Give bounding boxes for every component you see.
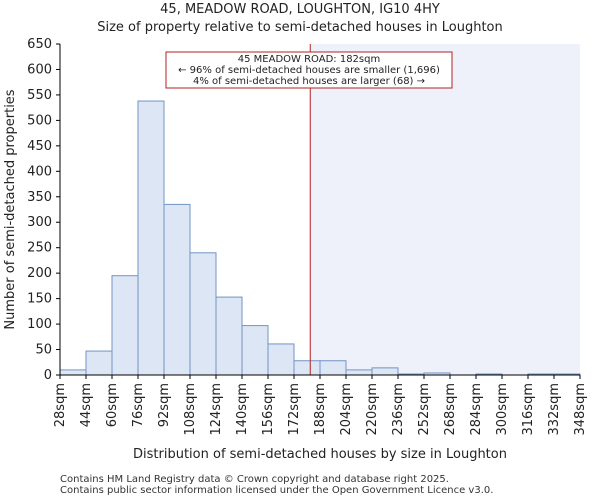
footer-licence: Contains public sector information licen… (60, 485, 494, 496)
chart-subtitle: Size of property relative to semi-detach… (97, 20, 503, 35)
x-tick-label: 268sqm (443, 383, 458, 436)
chart-title: 45, MEADOW ROAD, LOUGHTON, IG10 4HY (160, 2, 440, 17)
larger-region-shade (310, 44, 580, 375)
x-tick-label: 316sqm (521, 383, 536, 436)
x-tick-label: 140sqm (235, 383, 250, 436)
histogram-bar (241, 325, 269, 376)
histogram-bar (163, 203, 191, 376)
y-tick-label: 450 (27, 139, 52, 154)
x-tick-label: 156sqm (261, 383, 276, 436)
histogram-bar (137, 100, 165, 376)
footer-copyright: Contains HM Land Registry data © Crown c… (60, 474, 449, 485)
y-tick-label: 500 (27, 113, 52, 128)
histogram-bar (267, 343, 295, 376)
x-tick-label: 188sqm (313, 383, 328, 436)
x-tick-label: 252sqm (417, 383, 432, 436)
y-axis-title: Number of semi-detached properties (3, 89, 18, 329)
y-tick-label: 150 (27, 292, 52, 307)
histogram-bar (59, 369, 87, 376)
y-tick-label: 100 (27, 317, 52, 332)
x-tick-label: 108sqm (183, 383, 198, 436)
histogram-bar (319, 360, 347, 376)
y-tick-label: 250 (27, 241, 52, 256)
y-tick-label: 200 (27, 266, 52, 281)
x-tick-label: 300sqm (495, 383, 510, 436)
x-tick-label: 92sqm (157, 383, 172, 427)
x-tick-label: 332sqm (547, 383, 562, 436)
histogram-bar (345, 369, 373, 376)
y-tick-label: 650 (27, 37, 52, 52)
histogram-bar (371, 367, 399, 376)
x-tick-label: 284sqm (469, 383, 484, 436)
x-axis-title: Distribution of semi-detached houses by … (133, 447, 507, 462)
x-tick-label: 28sqm (53, 383, 68, 427)
x-tick-label: 172sqm (287, 383, 302, 436)
y-tick-label: 600 (27, 62, 52, 77)
y-tick-label: 400 (27, 164, 52, 179)
x-tick-label: 236sqm (391, 383, 406, 436)
annotation-line: 4% of semi-detached houses are larger (6… (193, 76, 425, 87)
annotation-line: ← 96% of semi-detached houses are smalle… (178, 65, 440, 76)
histogram-bar (85, 350, 113, 376)
x-tick-label: 220sqm (365, 383, 380, 436)
x-tick-label: 60sqm (105, 383, 120, 427)
y-tick-label: 300 (27, 215, 52, 230)
x-tick-label: 204sqm (339, 383, 354, 436)
y-tick-label: 350 (27, 190, 52, 205)
histogram-bar (293, 360, 321, 376)
y-tick-label: 550 (27, 88, 52, 103)
y-tick-label: 50 (35, 343, 52, 358)
annotation-box (165, 51, 453, 89)
x-tick-label: 348sqm (573, 383, 588, 436)
y-tick-label: 0 (44, 368, 52, 383)
x-tick-label: 76sqm (131, 383, 146, 427)
x-tick-label: 44sqm (79, 383, 94, 427)
x-tick-label: 124sqm (209, 383, 224, 436)
histogram-bar (111, 275, 139, 376)
annotation-line: 45 MEADOW ROAD: 182sqm (238, 54, 380, 65)
histogram-bar (215, 296, 243, 376)
histogram-bar (189, 252, 217, 376)
